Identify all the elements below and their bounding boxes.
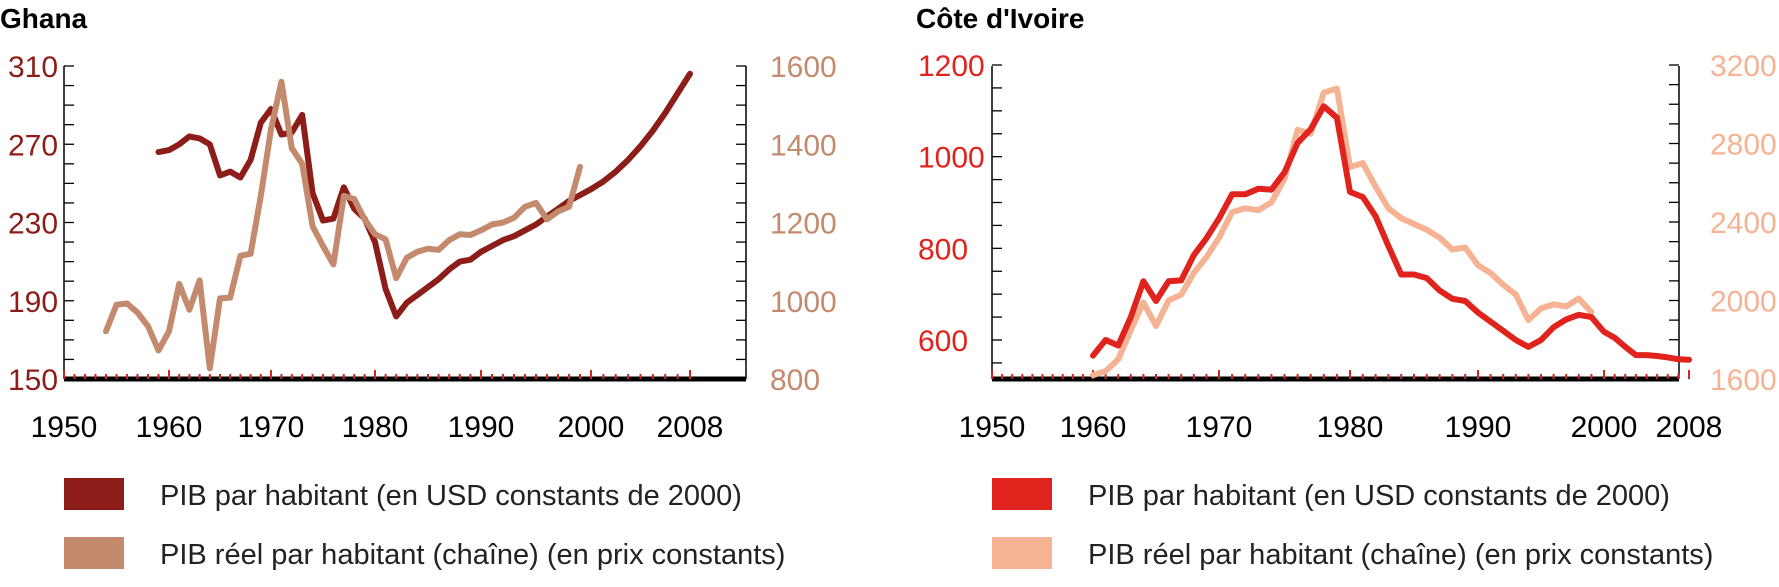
- x-tick-label: 1990: [1445, 411, 1512, 444]
- x-tick-label: 1960: [1060, 411, 1127, 444]
- right-tick-label: 800: [770, 364, 820, 397]
- series-line: [1090, 103, 1692, 363]
- left-tick-label: 800: [918, 233, 968, 266]
- x-tick-label: 2000: [558, 411, 625, 444]
- left-tick-label: 190: [8, 286, 58, 319]
- legend-swatch: [64, 478, 124, 510]
- right-tick-label: 3200: [1710, 50, 1777, 83]
- left-tick-label: 270: [8, 129, 58, 162]
- x-tick-label: 1980: [342, 411, 409, 444]
- legend-swatch: [64, 537, 124, 569]
- left-tick-label: 230: [8, 208, 58, 241]
- series-line: [103, 78, 583, 372]
- legend-label: PIB réel par habitant (chaîne) (en prix …: [160, 539, 785, 571]
- right-tick-label: 2800: [1710, 129, 1777, 162]
- series-line: [1090, 85, 1595, 379]
- x-tick-label: 2008: [657, 411, 724, 444]
- right-tick-label: 1200: [770, 208, 837, 241]
- left-tick-label: 1200: [918, 50, 985, 83]
- x-tick-label: 2008: [1656, 411, 1723, 444]
- x-tick-label: 1960: [136, 411, 203, 444]
- x-tick-label: 1950: [31, 411, 98, 444]
- chart-title: Côte d'Ivoire: [916, 3, 1084, 34]
- x-tick-label: 1990: [448, 411, 515, 444]
- right-tick-label: 2000: [1710, 286, 1777, 319]
- left-tick-label: 150: [8, 364, 58, 397]
- legend-label: PIB par habitant (en USD constants de 20…: [1088, 480, 1670, 512]
- legend-swatch: [992, 478, 1052, 510]
- cote-divoire-panel: Côte d'Ivoire 600 800 1000 1200 1600 2000 2400 2…: [916, 3, 1777, 571]
- right-tick-label: 1400: [770, 129, 837, 162]
- left-tick-label: 1000: [918, 142, 985, 175]
- x-tick-label: 1970: [1186, 411, 1253, 444]
- legend-swatch: [992, 537, 1052, 569]
- right-tick-label: 1600: [770, 51, 837, 84]
- x-tick-label: 2000: [1571, 411, 1638, 444]
- x-tick-label: 1980: [1317, 411, 1384, 444]
- chart-title: Ghana: [0, 3, 88, 34]
- left-tick-label: 310: [8, 51, 58, 84]
- x-tick-label: 1950: [959, 411, 1026, 444]
- x-tick-label: 1970: [238, 411, 305, 444]
- series-line: [155, 70, 693, 320]
- right-tick-label: 2400: [1710, 207, 1777, 240]
- ghana-panel: Ghana 150 190 230 270 310 800 1000 1200 1400 1600 1…: [0, 3, 837, 571]
- right-tick-label: 1600: [1710, 364, 1777, 397]
- legend-label: PIB réel par habitant (chaîne) (en prix …: [1088, 539, 1713, 571]
- right-tick-label: 1000: [770, 286, 837, 319]
- legend-label: PIB par habitant (en USD constants de 20…: [160, 480, 742, 512]
- left-tick-label: 600: [918, 325, 968, 358]
